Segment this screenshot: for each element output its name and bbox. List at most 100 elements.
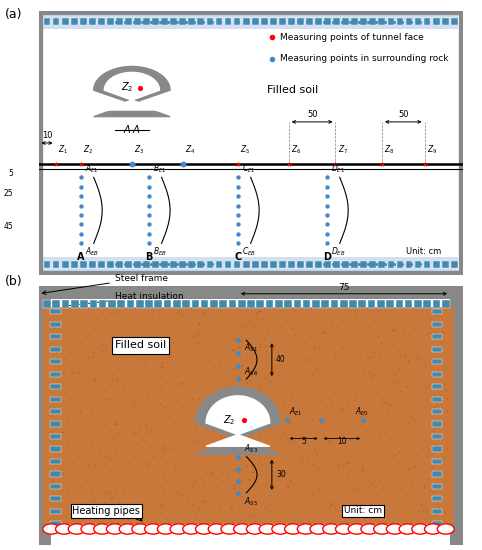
Point [71, 406, 79, 415]
Point [256, 342, 264, 351]
Point [234, 160, 242, 168]
Point [312, 364, 320, 373]
Text: $C_{E1}$: $C_{E1}$ [242, 162, 256, 175]
Bar [369, 18, 376, 25]
Point [336, 335, 344, 344]
Point [136, 83, 144, 92]
Point [184, 478, 192, 487]
Point [433, 260, 441, 269]
Text: D: D [323, 251, 331, 261]
Point [65, 405, 73, 414]
Point [61, 470, 68, 479]
Point [228, 366, 236, 375]
Point [370, 327, 377, 336]
Point [188, 501, 196, 510]
Point [202, 468, 210, 476]
Point [238, 376, 245, 384]
Bar [442, 18, 449, 25]
Point [199, 260, 207, 269]
Point [179, 490, 187, 498]
Point [138, 260, 146, 269]
Point [397, 305, 405, 314]
Point [351, 310, 359, 319]
Text: C: C [234, 251, 241, 261]
Bar [432, 447, 442, 452]
Circle shape [310, 524, 327, 534]
Point [419, 490, 427, 499]
Point [338, 344, 346, 353]
Text: $A_{E0}$: $A_{E0}$ [355, 405, 369, 418]
Point [182, 260, 189, 269]
Point [418, 360, 426, 368]
Point [100, 318, 108, 327]
Polygon shape [196, 387, 281, 454]
Bar [161, 261, 168, 268]
Point [124, 336, 132, 344]
Point [51, 460, 58, 469]
Point [312, 260, 320, 269]
Point [234, 192, 242, 201]
Point [112, 420, 120, 428]
Point [437, 339, 445, 348]
Point [91, 459, 99, 468]
Circle shape [234, 524, 251, 534]
Point [382, 398, 390, 406]
Point [67, 348, 74, 357]
Point [107, 493, 115, 502]
Point [379, 439, 387, 448]
Point [334, 461, 342, 470]
Point [363, 353, 371, 362]
Bar [26, 278, 475, 299]
Point [60, 368, 67, 377]
Circle shape [196, 524, 213, 534]
Circle shape [361, 524, 378, 534]
Circle shape [323, 524, 340, 534]
Point [265, 377, 273, 386]
Point [323, 239, 331, 248]
Point [63, 488, 71, 497]
Point [68, 368, 76, 377]
Point [147, 427, 155, 436]
Point [323, 211, 331, 219]
Point [280, 380, 288, 389]
Point [331, 354, 339, 363]
Point [391, 368, 399, 377]
Point [174, 381, 182, 390]
Bar [51, 421, 61, 427]
Point [243, 379, 251, 388]
Bar [342, 18, 349, 25]
Point [253, 470, 261, 479]
Bar [215, 261, 222, 268]
Point [442, 385, 450, 394]
Point [216, 359, 224, 367]
Point [332, 160, 339, 168]
Point [334, 417, 342, 426]
Bar [396, 300, 403, 308]
Point [431, 492, 439, 501]
Text: $D_{EB}$: $D_{EB}$ [331, 246, 346, 258]
Point [347, 260, 354, 269]
Bar [279, 261, 286, 268]
Point [138, 454, 146, 463]
Point [198, 329, 206, 338]
Bar [397, 18, 403, 25]
Point [162, 347, 170, 356]
Point [173, 260, 181, 269]
Bar [90, 300, 97, 308]
Point [430, 389, 438, 398]
Bar [143, 18, 150, 25]
Point [190, 437, 198, 446]
Point [263, 502, 271, 511]
Point [129, 482, 137, 491]
Point [224, 472, 231, 481]
Point [234, 211, 242, 219]
Point [414, 367, 421, 376]
Point [428, 463, 436, 471]
Point [252, 509, 259, 518]
Point [101, 461, 108, 470]
Point [77, 482, 85, 491]
Point [77, 183, 85, 191]
Point [158, 385, 165, 394]
Point [126, 350, 134, 359]
Point [194, 503, 202, 512]
